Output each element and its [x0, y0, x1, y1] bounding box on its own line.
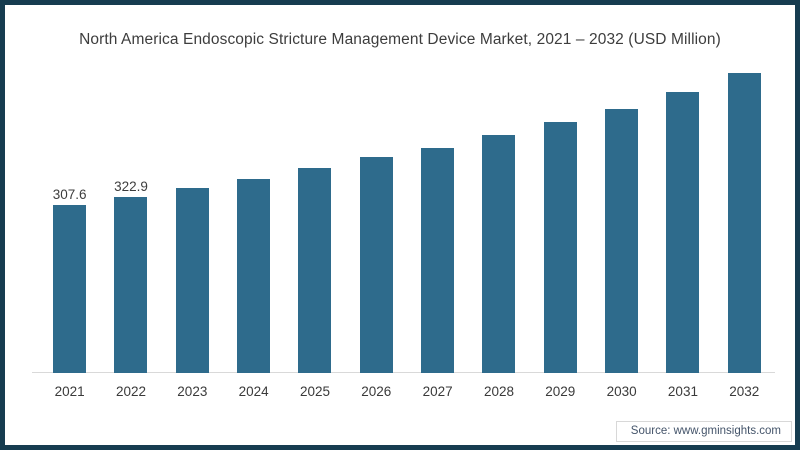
bar-2030 — [605, 109, 639, 373]
bar-2025 — [298, 168, 332, 373]
bar-slot-2027 — [407, 148, 468, 373]
bar-slot-2026 — [346, 157, 407, 373]
bar-2024 — [237, 179, 271, 373]
x-tick-label-2029: 2029 — [545, 384, 576, 399]
bar-value-label-2021: 307.6 — [52, 187, 87, 202]
bar-2026 — [359, 157, 393, 373]
chart-title: North America Endoscopic Stricture Manag… — [79, 31, 721, 48]
bar-2027 — [421, 148, 455, 373]
bar-slot-2030 — [591, 109, 652, 373]
x-tick-label-2026: 2026 — [361, 384, 392, 399]
x-axis-labels: 2021 2022 2023 2024 2025 2026 2027 2028 2029 2030… — [39, 384, 775, 399]
x-tick-label-2021: 2021 — [54, 384, 85, 399]
bar-slot-2028 — [468, 135, 529, 373]
x-tick-label-2031: 2031 — [667, 384, 698, 399]
bar-2023 — [175, 188, 209, 373]
bar-2022 — [114, 197, 148, 373]
bar-value-label-2022: 322.9 — [114, 179, 148, 194]
bar-slot-2023 — [162, 188, 223, 373]
x-tick-label-2032: 2032 — [729, 384, 760, 399]
bar-2021 — [53, 205, 87, 373]
bar-slot-2021: 307.6 — [39, 187, 100, 373]
x-tick-label-2024: 2024 — [238, 384, 269, 399]
source-credit: Source: www.gminsights.com — [615, 421, 792, 442]
bar-slot-2029 — [530, 122, 591, 373]
bar-2031 — [666, 92, 700, 373]
bar-2028 — [482, 135, 516, 373]
bar-slot-2022: 322.9 — [100, 179, 161, 373]
bar-slot-2031 — [652, 92, 713, 373]
bar-slot-2024 — [223, 179, 284, 373]
x-tick-label-2028: 2028 — [483, 384, 514, 399]
bar-2032 — [727, 73, 761, 373]
x-axis-line — [32, 372, 775, 373]
bar-slot-2032 — [714, 73, 775, 373]
x-tick-label-2023: 2023 — [177, 384, 208, 399]
bar-2029 — [543, 122, 577, 373]
x-tick-label-2022: 2022 — [115, 384, 147, 399]
x-tick-label-2025: 2025 — [299, 384, 330, 399]
bar-slot-2025 — [284, 168, 345, 373]
x-tick-label-2030: 2030 — [606, 384, 637, 399]
x-tick-label-2027: 2027 — [422, 384, 453, 399]
plot-area: 307.6 322.9 — [39, 71, 775, 373]
